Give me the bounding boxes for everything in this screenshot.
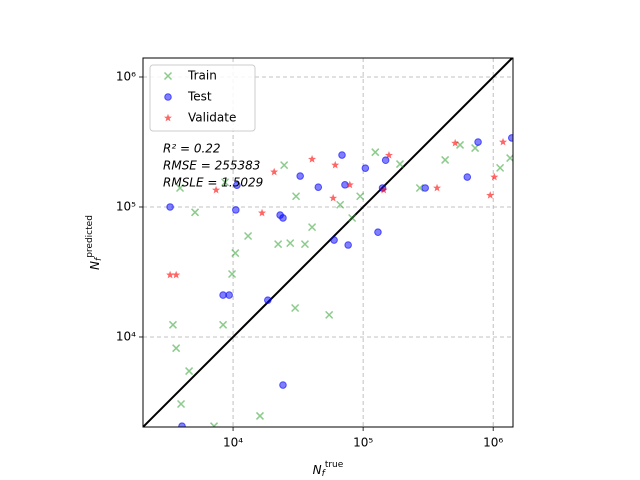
x-tick-label: 10⁶ xyxy=(483,436,503,450)
point xyxy=(331,160,340,169)
annotation: RMSE = 255383 xyxy=(163,159,260,173)
point xyxy=(233,181,241,190)
point xyxy=(486,191,495,199)
point xyxy=(172,344,181,353)
point xyxy=(345,180,354,189)
point xyxy=(185,367,194,376)
legend-label: Train xyxy=(187,69,217,83)
xlabel: Nftrue xyxy=(313,460,344,479)
point xyxy=(168,320,177,329)
point xyxy=(341,181,349,189)
point xyxy=(384,151,393,159)
point xyxy=(374,228,382,236)
point xyxy=(325,310,334,319)
point xyxy=(433,183,442,192)
point xyxy=(338,151,346,159)
point xyxy=(274,240,283,249)
point xyxy=(506,154,513,163)
axis-superscript: true xyxy=(325,460,344,470)
legend-box xyxy=(149,64,256,132)
grid-layer xyxy=(143,58,513,427)
annotation: RMSLE = 1.5029 xyxy=(163,176,263,190)
point xyxy=(172,270,181,279)
point xyxy=(279,214,287,222)
point xyxy=(270,167,279,176)
axis-symbol: N xyxy=(88,261,102,270)
point xyxy=(371,148,380,157)
point xyxy=(361,164,370,172)
point xyxy=(212,185,221,194)
point xyxy=(379,185,388,194)
plot-frame xyxy=(142,57,514,428)
legend-marker xyxy=(164,113,172,122)
point xyxy=(336,200,345,209)
point xyxy=(296,172,304,180)
point xyxy=(225,291,233,299)
identity-line xyxy=(143,58,513,427)
point xyxy=(264,296,272,304)
point xyxy=(496,163,505,172)
point xyxy=(291,303,300,313)
point xyxy=(219,320,228,329)
point xyxy=(244,231,253,241)
point xyxy=(451,138,460,147)
ylabel: Nfpredicted xyxy=(85,215,104,270)
point xyxy=(166,270,175,279)
point xyxy=(286,239,295,248)
point xyxy=(314,183,323,191)
point xyxy=(210,422,219,427)
y-tick-label: 10⁴ xyxy=(116,329,136,343)
point xyxy=(463,173,472,181)
axis-symbol: N xyxy=(313,463,322,477)
point xyxy=(228,269,237,279)
point xyxy=(329,193,338,202)
point xyxy=(441,155,450,164)
point xyxy=(221,178,230,187)
point xyxy=(255,411,264,420)
point xyxy=(176,399,186,409)
point xyxy=(308,223,317,232)
point xyxy=(421,184,429,192)
point xyxy=(381,156,390,165)
annotation: R² = 0.22 xyxy=(163,142,221,156)
legend-label: Validate xyxy=(188,111,236,125)
point xyxy=(232,206,240,214)
legend-marker xyxy=(163,71,173,81)
marks-layer xyxy=(143,58,513,427)
point xyxy=(292,192,301,201)
point xyxy=(330,236,338,244)
point xyxy=(356,192,365,201)
axis-subscript: f xyxy=(322,469,327,479)
axis-superscript: predicted xyxy=(85,215,95,258)
point xyxy=(279,381,287,389)
labels-layer: 10⁴ 10⁵ 10⁶10⁴10⁵10⁶NftrueNfpredictedTrain… xyxy=(85,64,503,479)
point xyxy=(300,240,309,249)
point xyxy=(395,160,405,169)
y-tick-label: 10⁶ xyxy=(116,69,136,83)
point xyxy=(499,137,508,146)
axis-subscript: f xyxy=(94,256,104,261)
point xyxy=(191,208,200,217)
legend-marker xyxy=(164,93,172,101)
point xyxy=(490,172,499,181)
x-tick-label: 10⁵ xyxy=(353,436,373,450)
point xyxy=(178,422,186,427)
x-tick-label: 10⁴ xyxy=(223,436,243,450)
point xyxy=(231,249,240,258)
point xyxy=(308,155,317,163)
point xyxy=(166,203,174,211)
point xyxy=(280,161,289,170)
point xyxy=(507,134,513,142)
legend-label: Test xyxy=(187,90,212,104)
point xyxy=(348,213,357,223)
y-tick-label: 10⁵ xyxy=(116,199,136,213)
point xyxy=(258,208,267,217)
point xyxy=(474,138,482,146)
point xyxy=(175,183,185,193)
point xyxy=(344,241,352,249)
